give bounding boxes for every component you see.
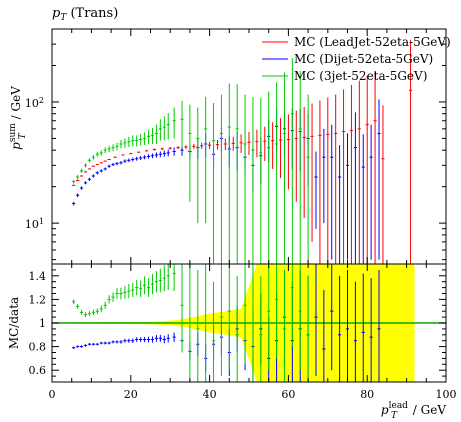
axes-frames: 0 20 40 60 80 100 0.6 0.8 1 1.2 1.4: [29, 28, 457, 401]
main-y-tick-label-10: 101: [25, 217, 44, 231]
x-tick-label: 20: [124, 388, 138, 401]
ratio-y-tick-label: 0.8: [29, 341, 47, 354]
main-y-tick-label-100: 102: [25, 96, 44, 110]
x-tick-label: 100: [436, 388, 457, 401]
main-y-axis-label: psumT / GeV: [8, 86, 28, 150]
ratio-y-tick-label: 1.2: [29, 293, 47, 306]
x-tick-label: 0: [49, 388, 56, 401]
ratio-y-tick-label: 1: [39, 317, 46, 330]
main-series-2: [72, 58, 310, 264]
main-series-0: [72, 39, 413, 264]
ratio-y-axis-label: MC/data: [7, 297, 21, 349]
legend-label-dijet: MC (Dijet-52eta-5GeV): [294, 52, 433, 66]
ratio-panel-data: [72, 264, 381, 382]
legend-label-leadjet: MC (LeadJet-52eta-5GeV): [294, 35, 451, 49]
x-tick-label: 80: [360, 388, 374, 401]
legend-label-3jet: MC (3jet-52eta-5GeV): [294, 69, 427, 83]
main-panel-data: [72, 39, 413, 264]
ratio-y-tick-label: 0.6: [29, 364, 47, 377]
x-tick-label: 60: [281, 388, 295, 401]
x-tick-label: 40: [203, 388, 217, 401]
x-axis-label: plead T / GeV: [381, 401, 446, 421]
chart-title: pT (Trans): [52, 6, 118, 23]
ratio-series-1: [72, 264, 310, 382]
main-series-1: [72, 99, 381, 264]
ratio-y-tick-label: 1.4: [29, 270, 47, 283]
legend: MC (LeadJet-52eta-5GeV) MC (Dijet-52eta-…: [262, 35, 451, 83]
